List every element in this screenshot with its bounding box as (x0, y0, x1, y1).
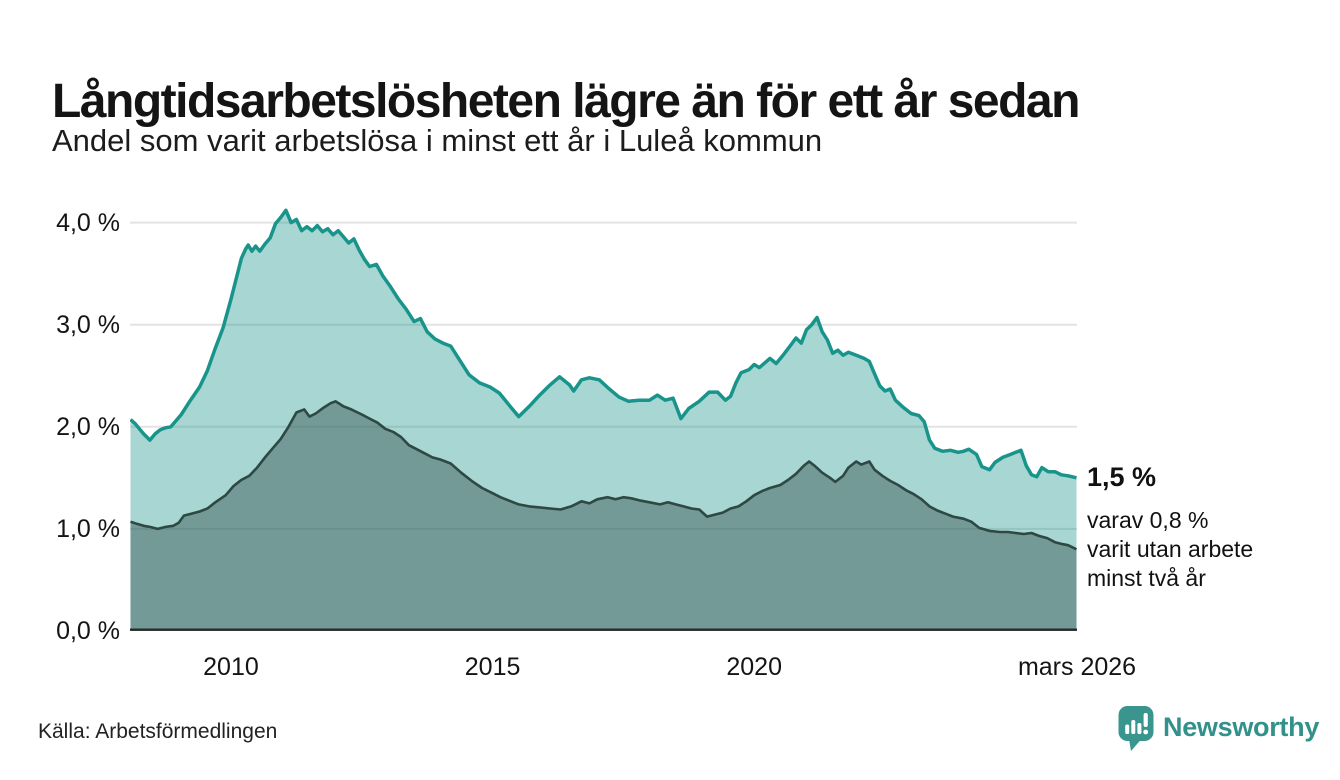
x-axis-tick-label: 2010 (203, 653, 259, 681)
area-chart (130, 208, 1077, 631)
y-axis-tick-label: 2,0 % (56, 412, 120, 441)
annotation-detail: varav 0,8 % varit utan arbete minst två … (1087, 506, 1307, 593)
y-axis-tick-label: 1,0 % (56, 514, 120, 543)
series-line-1 (130, 400, 1077, 551)
chart-plot-area (130, 195, 1077, 631)
annotation-line: varav 0,8 % (1087, 507, 1209, 533)
x-axis-tick-label: mars 2026 (1017, 653, 1137, 681)
y-axis-tick-label: 4,0 % (56, 208, 120, 237)
chart-subtitle: Andel som varit arbetslösa i minst ett å… (52, 123, 823, 158)
series-area-1 (130, 401, 1077, 631)
latest-value-label: 1,5 % (1087, 462, 1157, 492)
annotation-line: minst två år (1087, 565, 1206, 591)
y-axis-tick-label: 0,0 % (56, 617, 120, 645)
newsworthy-logo-icon (1118, 706, 1154, 751)
series-area-0 (130, 210, 1077, 631)
page-title: Långtidsarbetslösheten lägre än för ett … (52, 75, 1080, 129)
source-credit: Källa: Arbetsförmedlingen (38, 720, 278, 743)
x-axis-tick-label: 2015 (464, 653, 521, 681)
annotation-line: varit utan arbete (1087, 536, 1254, 562)
brand-logo: Newsworthy (1118, 705, 1319, 753)
y-axis-tick-label: 3,0 % (56, 310, 120, 339)
series-line-0 (130, 208, 1077, 480)
x-axis-tick-label: 2020 (726, 653, 782, 681)
brand-wordmark: Newsworthy (1163, 712, 1320, 742)
